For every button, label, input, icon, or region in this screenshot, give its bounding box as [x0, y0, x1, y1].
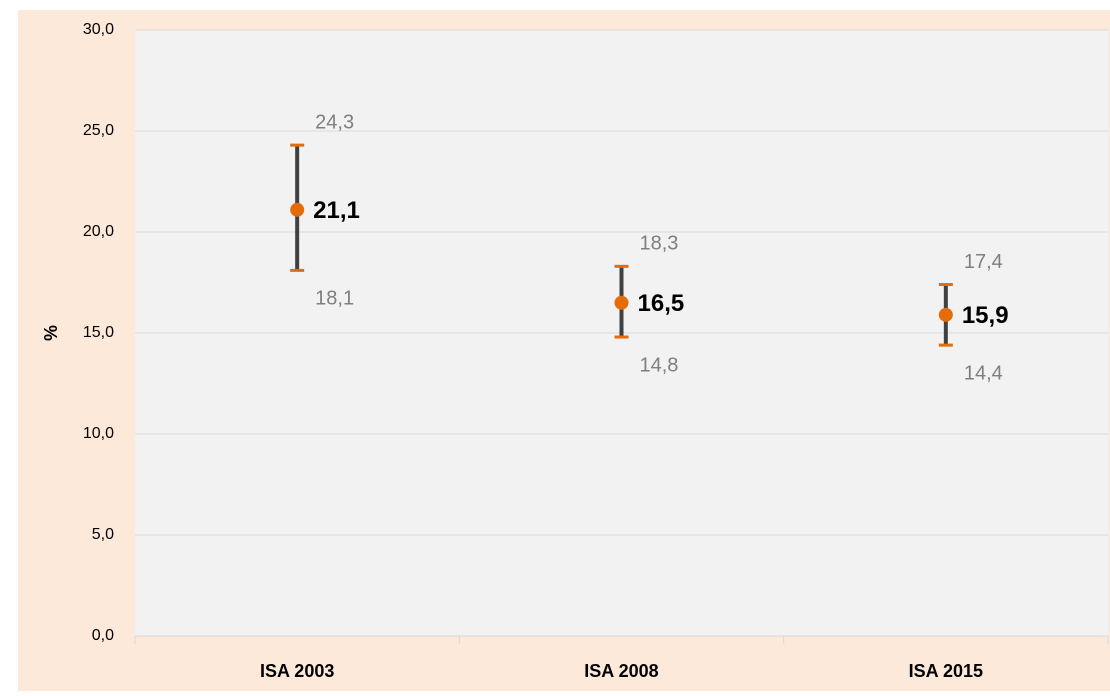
point: [290, 202, 305, 217]
y-tick-label: 0,0: [92, 627, 114, 644]
y-tick-label: 30,0: [83, 21, 114, 38]
value-label: 16,5: [638, 290, 685, 317]
x-tick-label: ISA 2008: [584, 661, 658, 681]
upper-label: 24,3: [315, 111, 354, 133]
x-tick-label: ISA 2003: [260, 661, 334, 681]
value-label: 21,1: [313, 197, 360, 224]
y-tick-label: 10,0: [83, 425, 114, 442]
lower-label: 18,1: [315, 288, 354, 310]
x-tick-label: ISA 2015: [909, 661, 983, 681]
value-label: 15,9: [962, 302, 1009, 329]
y-axis-label: %: [41, 325, 61, 341]
y-tick-label: 15,0: [83, 324, 114, 341]
y-tick-label: 5,0: [92, 526, 114, 543]
lower-label: 14,8: [640, 354, 679, 376]
lower-label: 14,4: [964, 362, 1003, 384]
upper-label: 18,3: [640, 233, 679, 255]
y-tick-label: 25,0: [83, 122, 114, 139]
y-tick-label: 20,0: [83, 223, 114, 240]
point: [938, 307, 953, 322]
point: [614, 295, 629, 310]
upper-label: 17,4: [964, 251, 1003, 273]
